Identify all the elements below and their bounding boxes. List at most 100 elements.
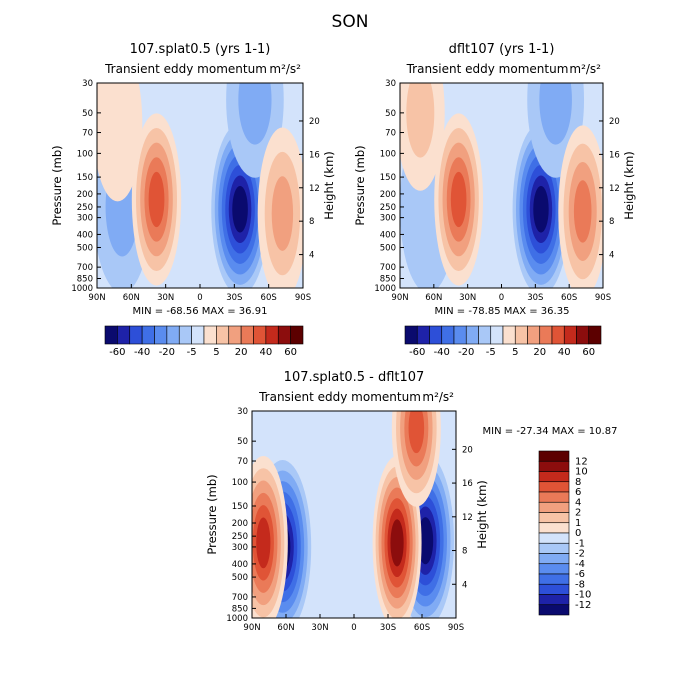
- colorbar-swatch: [178, 325, 192, 345]
- colorbar-label: 20: [533, 347, 546, 358]
- colorbar-swatch: [141, 325, 155, 345]
- y-right-tick-label: 12: [309, 184, 320, 194]
- contour-feature-5: [257, 127, 303, 288]
- colorbar-label: -60: [109, 347, 125, 358]
- colorbar-swatch: [228, 325, 242, 345]
- colorbar-swatch: [538, 460, 570, 472]
- colorbar-label: 2: [575, 508, 581, 519]
- colorbar-label: -20: [458, 347, 474, 358]
- colorbar-swatch: [502, 325, 516, 345]
- contour-level: [232, 185, 248, 233]
- colorbar-label: 4: [575, 497, 581, 508]
- colorbar-swatch: [104, 325, 118, 345]
- y-right-axis-label: Height (km): [322, 151, 336, 220]
- colorbar-swatch: [538, 450, 570, 462]
- min-max-label: MIN = -27.34 MAX = 10.87: [483, 426, 618, 437]
- contour-level: [97, 83, 143, 202]
- y-tick-label: 100: [232, 478, 248, 488]
- contour-field: [97, 83, 303, 288]
- contour-feature-4: [434, 113, 484, 286]
- colorbar-swatch: [416, 325, 430, 345]
- y-tick-label: 700: [380, 263, 396, 273]
- contour-feature-4: [372, 455, 422, 618]
- y-tick-label: 300: [232, 543, 248, 553]
- contour-level: [390, 519, 404, 567]
- colorbar-swatch: [478, 325, 492, 345]
- y-tick-label: 200: [232, 519, 248, 529]
- y-tick-label: 500: [232, 573, 248, 583]
- colorbar-swatch: [538, 583, 570, 595]
- y-right-tick-label: 8: [462, 547, 467, 557]
- colorbar-label: -2: [575, 549, 585, 560]
- y-tick-label: 850: [232, 604, 248, 614]
- x-tick-label: 90N: [243, 623, 260, 633]
- colorbar-label: -40: [434, 347, 450, 358]
- panel-subtitle: Transient eddy momentum: [258, 390, 421, 404]
- panels: 107.splat0.5 (yrs 1-1) Transient eddy mom…: [50, 42, 636, 633]
- y-right-tick-label: 12: [609, 184, 620, 194]
- colorbar-swatch: [253, 325, 267, 345]
- chart-panel-1: 107.splat0.5 (yrs 1-1) Transient eddy mom…: [50, 42, 336, 358]
- x-tick-label: 60S: [561, 293, 577, 303]
- colorbar-label: -8: [575, 579, 585, 590]
- colorbar-swatch: [290, 325, 304, 345]
- colorbar-label: 40: [558, 347, 571, 358]
- y-tick-label: 1000: [226, 614, 248, 624]
- y-axis-label: Pressure (mb): [205, 474, 219, 554]
- panel-subtitle: Transient eddy momentum: [406, 62, 569, 76]
- panel-subtitle: Transient eddy momentum: [104, 62, 267, 76]
- x-tick-label: 60N: [277, 623, 294, 633]
- contour-level: [148, 171, 165, 228]
- y-tick-label: 850: [380, 274, 396, 284]
- x-tick-label: 30N: [311, 623, 328, 633]
- min-max-label: MIN = -78.85 MAX = 36.35: [435, 306, 570, 317]
- panel-title: 107.splat0.5 (yrs 1-1): [130, 42, 271, 57]
- y-right-axis-label: Height (km): [475, 480, 489, 549]
- x-tick-label: 90S: [595, 293, 611, 303]
- contour-level: [539, 83, 572, 145]
- colorbar-label: 10: [575, 467, 588, 478]
- colorbar-swatch: [538, 604, 570, 616]
- colorbar-swatch: [538, 471, 570, 483]
- y-tick-label: 200: [77, 190, 93, 200]
- colorbar: -60 -40 -20 -5 5 20 40 60: [404, 325, 602, 358]
- contour-level: [573, 180, 592, 243]
- colorbar-label: 60: [284, 347, 297, 358]
- colorbar-label: 40: [260, 347, 273, 358]
- colorbar-label: -12: [575, 600, 591, 611]
- contour-level: [533, 185, 549, 233]
- colorbar-label: 12: [575, 456, 588, 467]
- x-tick-label: 30S: [226, 293, 242, 303]
- colorbar-swatch: [563, 325, 577, 345]
- y-tick-label: 50: [385, 109, 396, 119]
- x-tick-label: 60S: [414, 623, 430, 633]
- y-tick-label: 500: [380, 243, 396, 253]
- y-tick-label: 200: [380, 190, 396, 200]
- figure-title: SON: [332, 12, 369, 32]
- colorbar-label: 0: [575, 528, 581, 539]
- colorbar-swatch: [203, 325, 217, 345]
- y-axis-label: Pressure (mb): [50, 145, 64, 225]
- y-right-tick-label: 8: [309, 217, 314, 227]
- colorbar-swatch: [551, 325, 565, 345]
- x-tick-label: 30N: [157, 293, 174, 303]
- colorbar-swatch: [539, 325, 553, 345]
- colorbar-swatch: [490, 325, 504, 345]
- contour-level: [256, 517, 271, 569]
- colorbar-swatch: [538, 573, 570, 585]
- contour-feature-3: [252, 455, 288, 618]
- y-tick-label: 150: [380, 173, 396, 183]
- chart-panel-3: 107.splat0.5 - dflt107 Transient eddy mom…: [205, 370, 618, 633]
- y-tick-label: 250: [77, 203, 93, 213]
- contour-level: [271, 176, 294, 251]
- x-tick-label: 90N: [391, 293, 408, 303]
- colorbar-swatch: [191, 325, 205, 345]
- contour-feature-5: [558, 125, 603, 288]
- colorbar-swatch: [538, 542, 570, 554]
- y-tick-label: 150: [232, 502, 248, 512]
- y-right-tick-label: 20: [462, 445, 473, 455]
- chart-panel-2: dflt107 (yrs 1-1) Transient eddy momentum…: [353, 42, 636, 358]
- y-tick-label: 30: [82, 79, 93, 89]
- y-tick-label: 70: [385, 129, 396, 139]
- colorbar-swatch: [429, 325, 443, 345]
